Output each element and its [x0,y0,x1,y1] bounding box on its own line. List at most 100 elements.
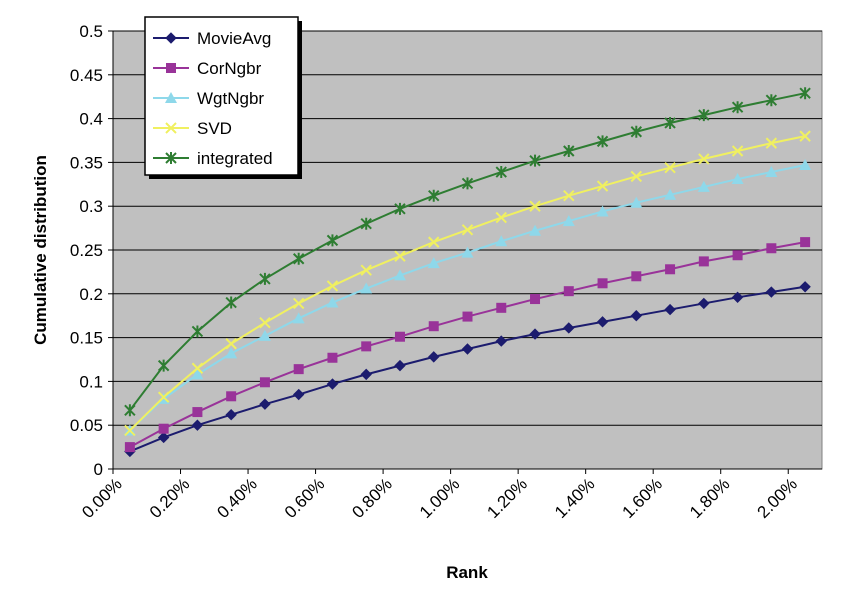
data-point-wgtngbr [495,235,508,247]
data-point-svd [799,130,811,142]
data-point-wgtngbr [596,205,609,217]
series-movieavg [124,281,811,458]
data-point-corngbr [259,377,270,388]
legend-label-movieavg: MovieAvg [197,29,271,48]
y-axis-title: Cumulative distribution [31,155,50,345]
data-point-integrated [124,404,136,417]
data-point-svd [292,297,305,310]
data-point-integrated [394,202,406,215]
data-point-movieavg [360,368,372,381]
series-integrated [124,87,811,417]
legend-marker-integrated [165,152,177,164]
data-point-wgtngbr [799,159,812,171]
data-point-svd [461,224,474,236]
data-point-svd [698,153,710,165]
y-tick-label: 0.4 [79,110,103,129]
x-tick-label: 0.20% [146,474,194,522]
data-point-svd [157,391,170,403]
data-point-movieavg [495,335,507,347]
data-point-corngbr [293,364,304,375]
data-point-integrated [495,166,507,179]
data-point-integrated [596,135,609,148]
data-point-corngbr [631,271,642,282]
data-point-movieavg [799,281,811,293]
y-axis-ticks: 0 0.05 0.1 0.15 0.2 0.25 0.3 0.35 0.4 0.45 0.5 [70,22,113,479]
data-point-svd [529,200,541,212]
data-point-corngbr [428,321,439,332]
legend-label-corngbr: CorNgbr [197,59,262,78]
data-point-integrated [191,325,204,338]
data-point-corngbr [124,442,135,453]
y-tick-label: 0.15 [70,329,103,348]
data-point-movieavg [157,431,170,444]
y-tick-label: 0.3 [79,197,103,216]
data-point-svd [124,424,136,437]
data-point-wgtngbr [664,188,677,200]
data-point-svd [563,189,575,202]
legend-label-wgtngbr: WgtNgbr [197,89,264,108]
legend-label-integrated: integrated [197,149,273,168]
data-point-svd [394,250,406,262]
data-point-corngbr [698,256,709,267]
data-point-movieavg [630,309,643,322]
data-point-svd [765,137,778,149]
data-point-corngbr [732,250,743,261]
y-tick-label: 0.35 [70,153,103,172]
data-point-movieavg [394,359,406,372]
series-corngbr [124,237,811,453]
x-tick-label: 1.00% [416,474,464,522]
data-point-movieavg [765,286,778,298]
x-tick-label: 1.80% [686,474,734,522]
y-tick-label: 0.2 [79,285,103,304]
data-point-integrated [529,154,541,167]
data-point-wgtngbr [427,257,440,269]
data-point-corngbr [192,407,203,418]
data-point-integrated [326,234,339,247]
legend-marker-corngbr [166,63,176,73]
data-point-corngbr [530,294,541,305]
data-point-integrated [292,252,305,265]
data-point-corngbr [563,286,574,297]
data-point-corngbr [361,341,372,352]
data-point-integrated [157,359,170,372]
legend-marker-wgtngbr [165,92,177,103]
data-point-wgtngbr [731,173,744,185]
data-point-movieavg [225,408,237,421]
data-point-corngbr [597,278,608,289]
data-point-svd [326,280,339,292]
data-point-wgtngbr [393,269,406,281]
data-point-integrated [664,116,676,129]
legend-marker-movieavg [165,32,177,44]
data-point-movieavg [596,316,609,328]
y-tick-label: 0.1 [79,372,103,391]
data-point-integrated [765,94,778,107]
data-point-movieavg [326,378,339,390]
data-point-corngbr [327,352,338,363]
data-point-svd [360,264,372,276]
data-point-svd [225,338,237,350]
data-point-wgtngbr [258,329,271,341]
data-point-wgtngbr [697,180,710,192]
series-layer [123,87,812,458]
data-point-wgtngbr [461,246,474,258]
y-tick-label: 0.5 [79,22,103,41]
legend-label-svd: SVD [197,119,232,138]
data-point-movieavg [428,351,440,363]
x-tick-label: 0.40% [213,474,261,522]
x-tick-label: 2.00% [754,474,802,522]
series-svd [124,130,811,437]
data-point-movieavg [191,419,204,431]
data-point-corngbr [158,423,169,434]
data-point-wgtngbr [360,282,373,294]
data-point-integrated [259,272,271,285]
data-point-svd [259,317,271,329]
data-point-corngbr [665,264,676,275]
data-point-wgtngbr [630,196,643,208]
data-point-wgtngbr [765,166,778,178]
x-tick-label: 0.80% [348,474,396,522]
data-point-svd [664,161,676,174]
data-point-movieavg [259,398,271,410]
x-tick-label: 1.40% [551,474,599,522]
x-tick-label: 1.60% [618,474,666,522]
